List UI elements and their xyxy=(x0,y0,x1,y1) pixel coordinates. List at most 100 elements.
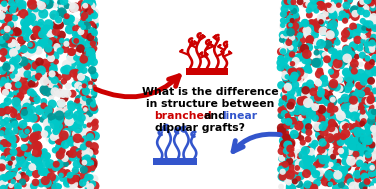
Point xyxy=(57,146,63,149)
Point xyxy=(313,9,319,12)
Point xyxy=(60,161,66,164)
Point xyxy=(85,176,91,179)
Point xyxy=(368,114,374,117)
Point xyxy=(71,134,77,137)
Point xyxy=(73,178,79,181)
Point xyxy=(371,39,376,42)
Point xyxy=(79,101,85,104)
Point xyxy=(337,57,343,60)
Point xyxy=(0,83,5,86)
Point xyxy=(83,130,89,133)
Point xyxy=(370,47,376,50)
Point xyxy=(301,49,307,52)
Point xyxy=(344,14,350,17)
Point xyxy=(83,90,89,93)
Point xyxy=(33,117,39,120)
Point xyxy=(0,176,5,179)
Point xyxy=(331,165,337,168)
Point xyxy=(81,150,87,153)
Point xyxy=(349,53,355,56)
Point xyxy=(282,13,288,16)
Point xyxy=(78,75,84,78)
Point xyxy=(284,43,290,46)
Point xyxy=(321,99,327,102)
Point xyxy=(309,185,315,188)
Point xyxy=(328,127,334,130)
Point xyxy=(14,187,20,189)
Point xyxy=(285,141,291,144)
Point xyxy=(285,54,291,57)
Point xyxy=(278,109,284,112)
Point xyxy=(58,174,64,177)
Point xyxy=(9,74,15,77)
Point xyxy=(27,33,33,36)
Point xyxy=(89,66,95,69)
Point xyxy=(8,67,14,70)
Point xyxy=(372,89,376,92)
Point xyxy=(74,132,80,135)
Point xyxy=(0,58,6,61)
Point xyxy=(324,101,330,105)
Point xyxy=(287,12,293,15)
Point xyxy=(308,86,314,89)
Point xyxy=(88,27,94,30)
Point xyxy=(335,55,341,58)
Point xyxy=(50,90,56,93)
Point xyxy=(371,118,376,121)
Point xyxy=(12,123,18,126)
Point xyxy=(54,37,60,40)
Point xyxy=(56,14,62,17)
Point xyxy=(289,43,295,46)
Point xyxy=(56,18,62,21)
Point xyxy=(11,144,17,147)
Point xyxy=(349,80,355,83)
Point xyxy=(64,92,70,95)
Point xyxy=(298,137,304,140)
Point xyxy=(280,13,287,16)
Point xyxy=(46,41,52,44)
Point xyxy=(70,152,76,155)
Point xyxy=(28,101,34,104)
Point xyxy=(358,177,364,180)
Point xyxy=(17,158,23,161)
Point xyxy=(86,126,92,129)
Point xyxy=(341,169,347,172)
Point xyxy=(319,109,325,112)
Point xyxy=(87,51,93,54)
Point xyxy=(28,79,34,82)
Point xyxy=(331,31,337,34)
Point xyxy=(34,151,40,154)
Point xyxy=(44,171,50,174)
Point xyxy=(51,13,57,16)
Point xyxy=(1,87,7,90)
Point xyxy=(9,32,15,35)
Point xyxy=(361,27,367,30)
Point xyxy=(88,185,94,188)
Point xyxy=(86,143,92,146)
Point xyxy=(367,13,373,16)
Point xyxy=(24,129,30,132)
Point xyxy=(296,71,302,74)
Point xyxy=(38,9,44,12)
Point xyxy=(80,63,86,66)
Point xyxy=(4,44,10,47)
Point xyxy=(6,165,12,168)
Point xyxy=(315,174,321,177)
Point xyxy=(368,107,374,110)
Point xyxy=(290,77,296,80)
Point xyxy=(282,163,288,166)
Point xyxy=(40,4,46,7)
Point xyxy=(371,129,376,132)
Point xyxy=(88,134,94,137)
Point xyxy=(302,128,308,131)
Point xyxy=(372,139,376,142)
Point xyxy=(29,47,35,50)
Point xyxy=(288,31,294,34)
Point xyxy=(75,49,81,52)
Point xyxy=(83,50,89,53)
Point xyxy=(35,49,41,52)
Point xyxy=(342,10,348,13)
Point xyxy=(30,67,36,70)
Point xyxy=(24,65,30,68)
Point xyxy=(10,151,16,154)
